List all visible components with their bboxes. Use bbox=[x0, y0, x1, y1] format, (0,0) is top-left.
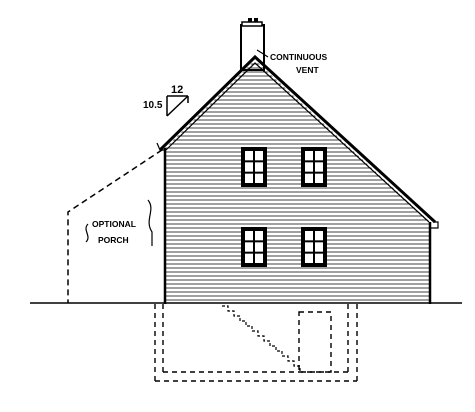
optional-porch-outline bbox=[67, 149, 163, 303]
optional-porch-label-line2: PORCH bbox=[98, 235, 129, 245]
window-upper-right bbox=[301, 147, 327, 187]
roof-gable bbox=[156, 54, 439, 229]
roof-pitch-triangle-icon bbox=[166, 95, 189, 117]
porch-callout-arrow-right bbox=[147, 199, 153, 246]
continuous-vent-label-line1: CONTINUOUS bbox=[270, 52, 327, 62]
window-lower-right bbox=[301, 227, 327, 267]
optional-porch-label-line1: OPTIONAL bbox=[92, 219, 136, 229]
house-wall-outline bbox=[163, 148, 432, 304]
vent-leader-line bbox=[256, 49, 269, 58]
basement-stairs bbox=[222, 305, 301, 371]
roof-pitch-run: 12 bbox=[171, 84, 183, 96]
window-upper-left bbox=[241, 147, 267, 187]
roof-pitch-rise: 10.5 bbox=[143, 100, 163, 111]
windows-group bbox=[241, 147, 327, 267]
wall-siding bbox=[165, 63, 430, 301]
porch-callout-arrow-icon bbox=[85, 223, 89, 243]
continuous-vent-label-line2: VENT bbox=[296, 65, 319, 75]
foundation-dashed bbox=[154, 304, 358, 382]
window-lower-left bbox=[241, 227, 267, 267]
